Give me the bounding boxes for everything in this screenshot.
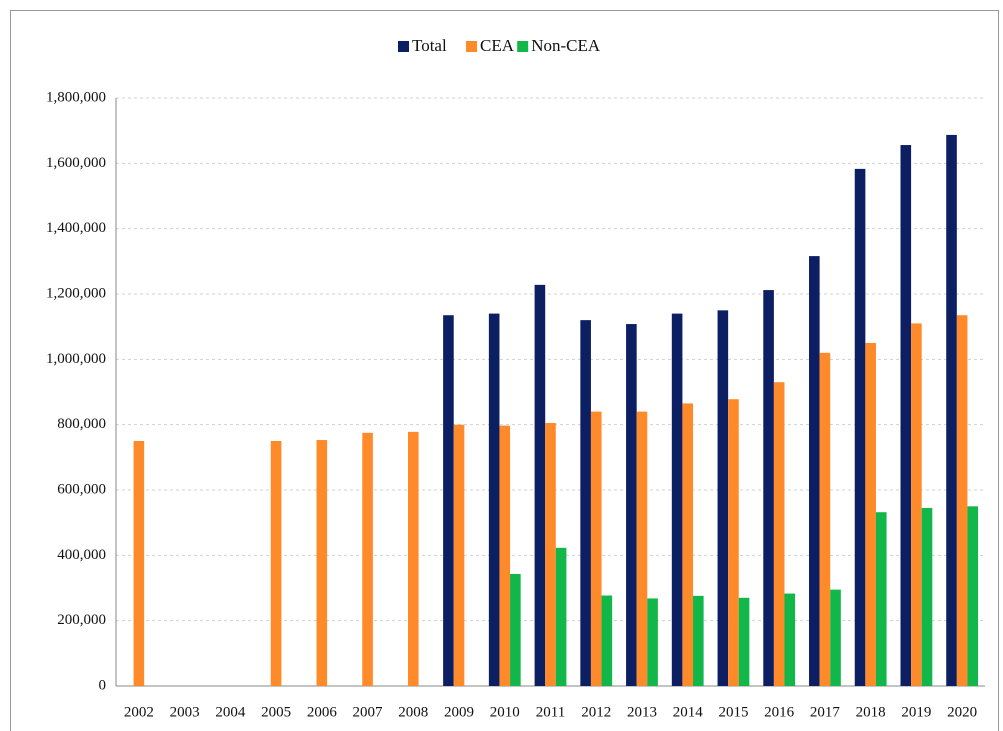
bar xyxy=(900,145,912,687)
bar xyxy=(967,506,979,686)
bar xyxy=(362,432,373,686)
bar xyxy=(854,168,866,687)
x-tick-label: 2010 xyxy=(490,704,520,720)
x-tick-label: 2004 xyxy=(215,704,246,720)
bar xyxy=(453,424,465,686)
x-tick-label: 2009 xyxy=(444,704,474,720)
bar xyxy=(921,507,933,686)
bar xyxy=(682,403,694,686)
legend-label: CEA xyxy=(480,36,515,55)
bar xyxy=(693,595,704,686)
bar xyxy=(316,440,328,686)
x-tick-label: 2013 xyxy=(627,704,657,720)
x-tick-label: 2016 xyxy=(764,704,795,720)
x-tick-label: 2011 xyxy=(536,704,565,720)
x-tick-label: 2005 xyxy=(261,704,291,720)
bar xyxy=(510,573,521,686)
bar xyxy=(717,310,729,686)
legend-label: Total xyxy=(412,36,447,55)
x-tick-label: 2015 xyxy=(718,704,748,720)
bar xyxy=(773,382,785,686)
y-tick-label: 1,200,000 xyxy=(46,285,106,301)
bar xyxy=(488,313,500,686)
bar xyxy=(809,256,820,686)
bar xyxy=(601,595,613,686)
bar xyxy=(545,423,556,686)
x-tick-label: 2019 xyxy=(901,704,931,720)
x-tick-label: 2007 xyxy=(353,704,384,720)
legend-swatch xyxy=(517,41,529,52)
bar xyxy=(443,315,454,686)
bar xyxy=(626,324,637,686)
bar xyxy=(636,411,648,686)
bar xyxy=(738,597,750,686)
bar xyxy=(407,431,419,686)
x-tick-label: 2008 xyxy=(398,704,428,720)
bar xyxy=(580,320,591,686)
x-tick-label: 2012 xyxy=(581,704,611,720)
y-tick-label: 600,000 xyxy=(57,481,106,497)
y-tick-label: 1,000,000 xyxy=(46,351,106,367)
bar xyxy=(911,323,922,686)
bar xyxy=(499,425,511,686)
bar xyxy=(728,399,739,686)
y-tick-label: 0 xyxy=(99,677,107,693)
bar xyxy=(865,343,876,686)
bar xyxy=(946,134,957,686)
legend-swatch xyxy=(398,41,409,52)
bar xyxy=(647,598,658,686)
legend-swatch xyxy=(466,41,477,52)
x-tick-label: 2014 xyxy=(673,704,704,720)
bar xyxy=(534,284,546,686)
y-tick-label: 200,000 xyxy=(57,612,106,628)
x-tick-label: 2002 xyxy=(124,704,154,720)
chart-frame xyxy=(10,10,999,731)
y-tick-label: 1,800,000 xyxy=(46,89,106,105)
bar xyxy=(671,313,683,686)
bar xyxy=(784,593,796,686)
y-tick-label: 400,000 xyxy=(57,547,106,563)
x-tick-label: 2018 xyxy=(856,704,886,720)
bar xyxy=(590,411,602,686)
bar xyxy=(555,547,567,686)
bar xyxy=(270,441,282,686)
y-tick-label: 1,600,000 xyxy=(46,155,106,171)
y-tick-label: 1,400,000 xyxy=(46,220,106,236)
y-tick-label: 800,000 xyxy=(57,416,106,432)
legend-label: Non-CEA xyxy=(531,36,601,55)
bar xyxy=(763,290,774,686)
x-tick-label: 2020 xyxy=(947,704,977,720)
x-tick-label: 2017 xyxy=(810,704,841,720)
bar xyxy=(956,315,968,686)
bar xyxy=(133,441,145,686)
bar xyxy=(819,352,831,686)
x-tick-label: 2006 xyxy=(307,704,338,720)
x-tick-label: 2003 xyxy=(170,704,200,720)
bar xyxy=(875,512,887,686)
bar xyxy=(830,589,841,686)
